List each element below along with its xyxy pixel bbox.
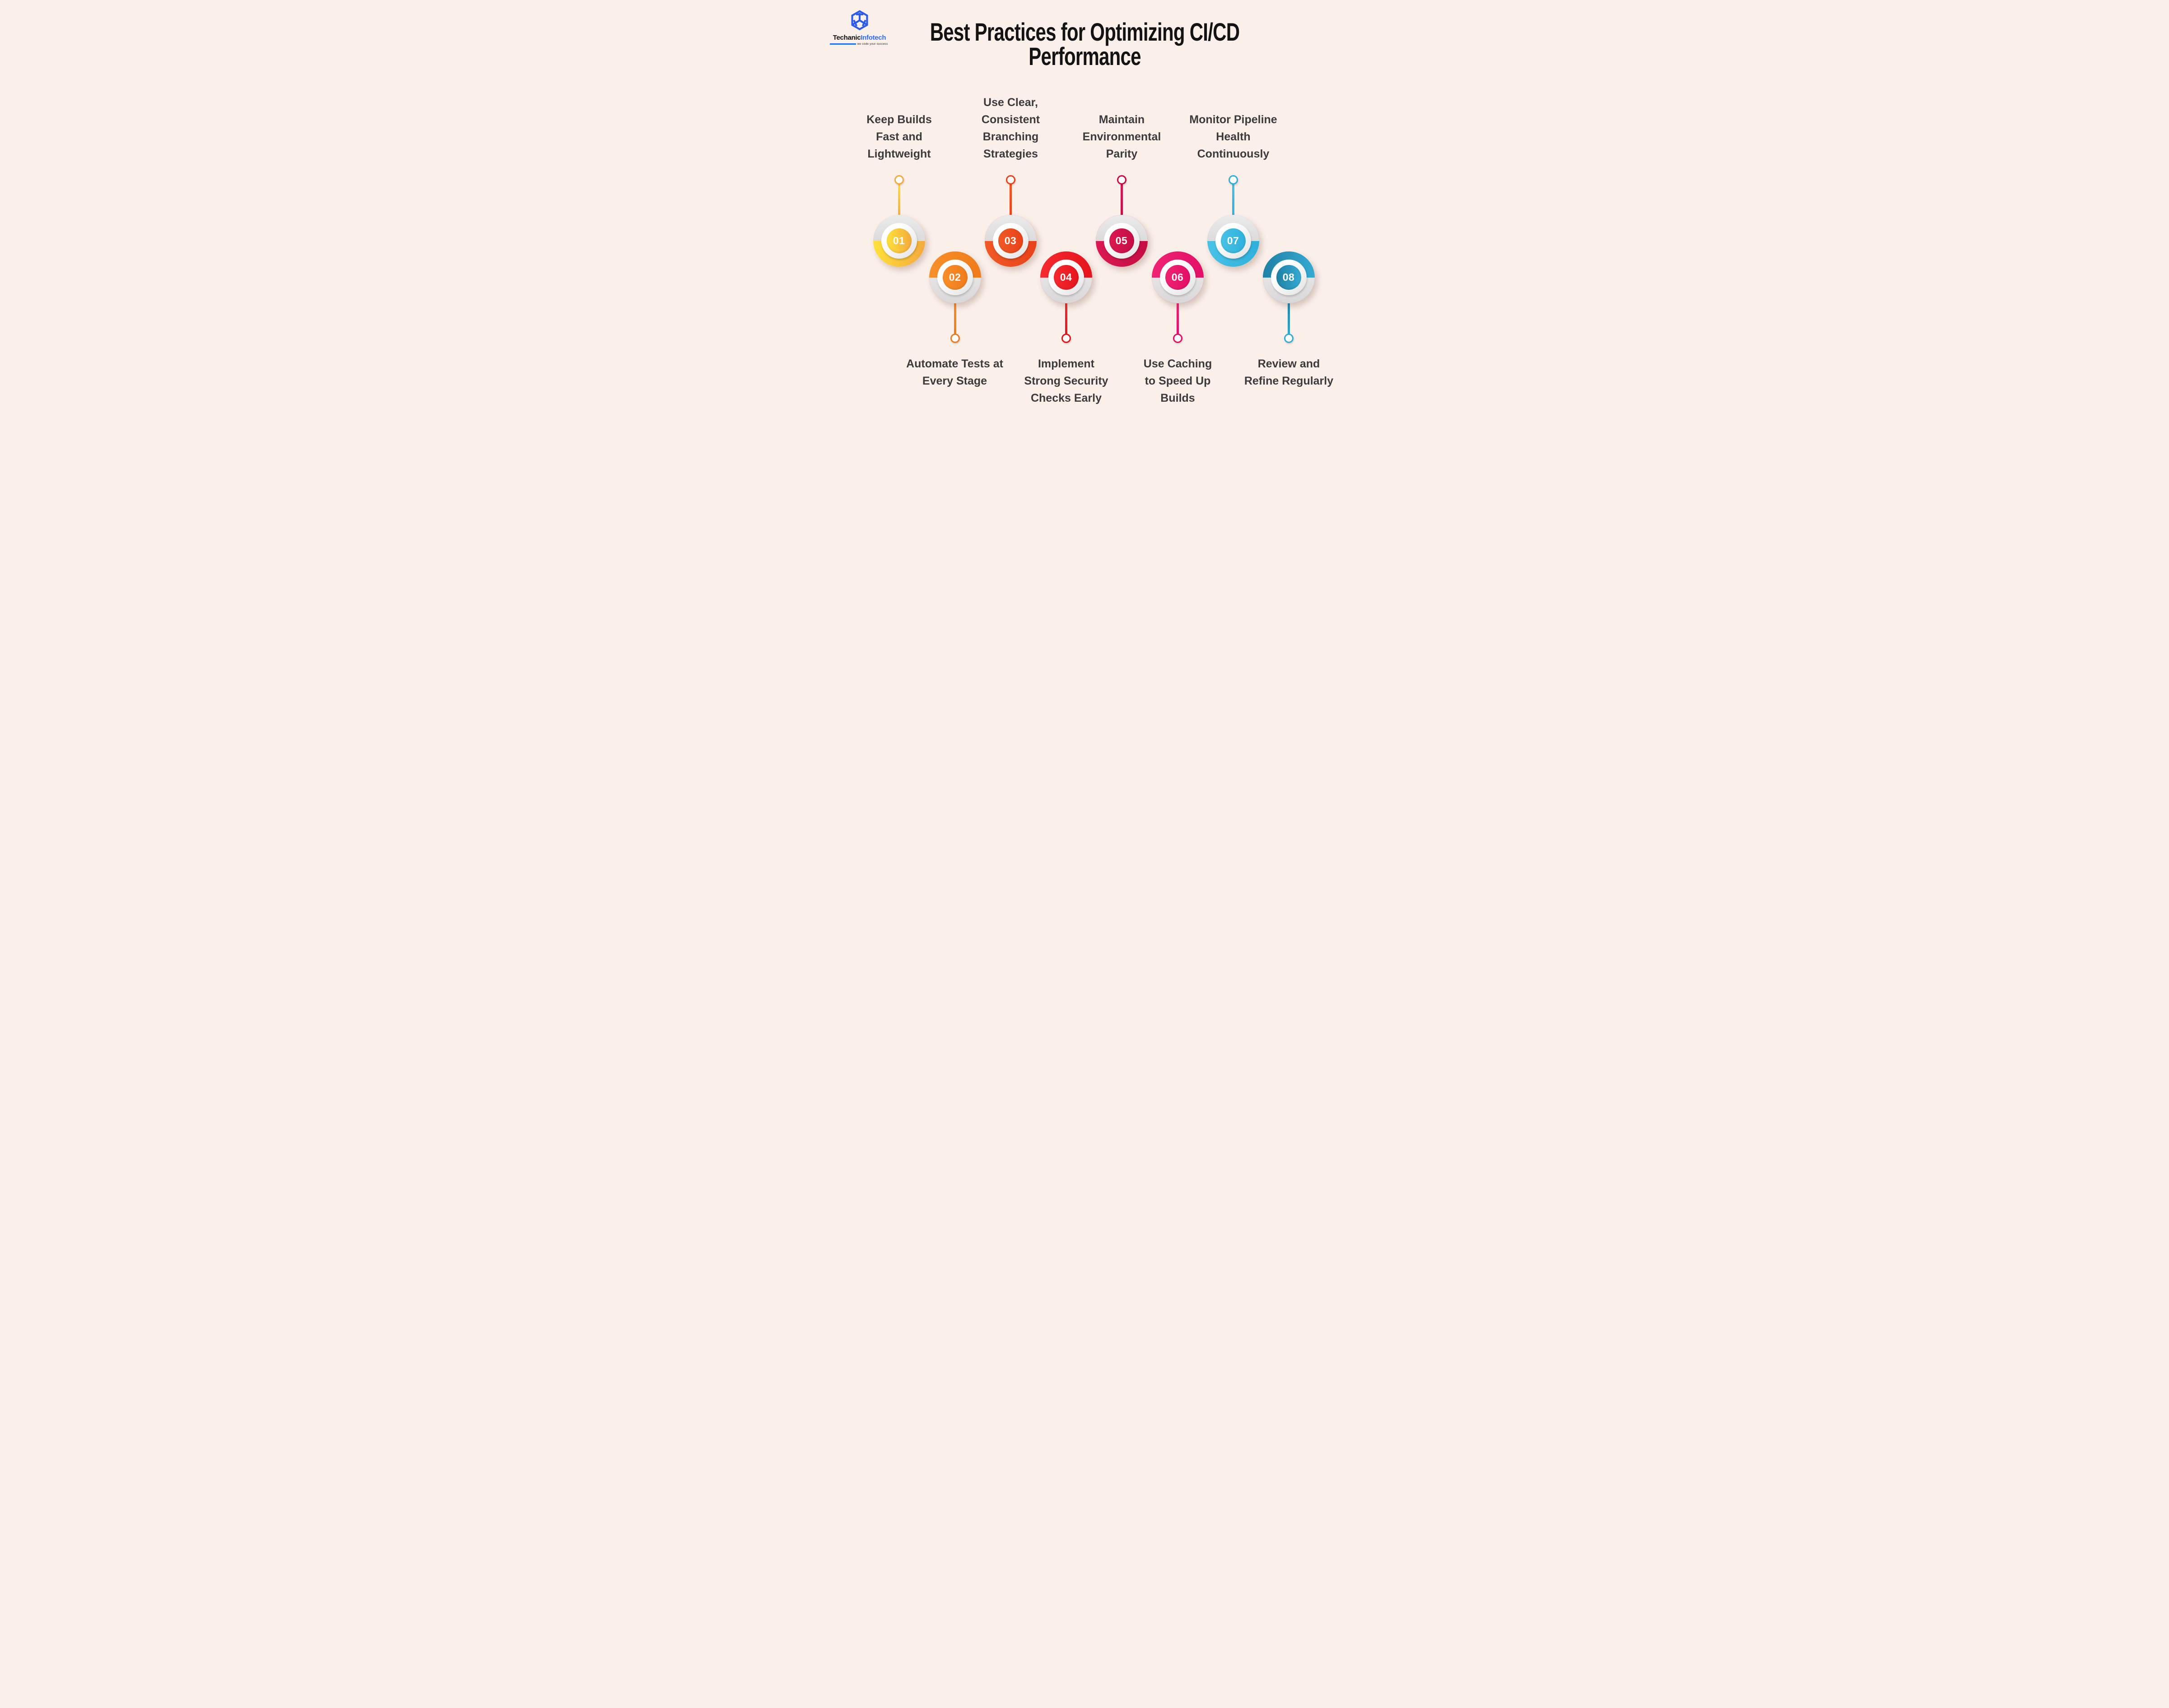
step-08-number: 08: [1282, 271, 1295, 283]
brand-subrow: we code your success: [829, 42, 889, 46]
step-01-number: 01: [893, 235, 905, 246]
step-04-connector-line: [1065, 297, 1067, 339]
step-03-number: 03: [1004, 235, 1017, 246]
step-02-connector-line: [954, 297, 956, 339]
step-label-05: Maintain Environmental Parity: [1082, 113, 1161, 160]
page-title: Best Practices for Optimizing CI/CD Perf…: [881, 18, 1288, 70]
step-05-badge: 05: [1109, 228, 1134, 253]
step-06-connector-ring: [1173, 334, 1182, 343]
step-01-badge: 01: [886, 228, 912, 253]
step-node-07: 07: [1207, 175, 1259, 267]
step-01-connector-line: [898, 180, 900, 221]
step-node-03: 03: [984, 175, 1037, 267]
step-07-number: 07: [1227, 235, 1239, 246]
step-label-04: Implement Strong Security Checks Early: [1024, 357, 1108, 404]
company-logo: TechanicInfotech we code your success: [829, 10, 889, 46]
step-label-03: Use Clear, Consistent Branching Strategi…: [981, 96, 1040, 160]
step-02-number: 02: [949, 271, 961, 283]
step-node-04: 04: [1040, 251, 1092, 343]
step-node-05: 05: [1095, 175, 1148, 267]
step-label-01: Keep Builds Fast and Lightweight: [866, 113, 932, 160]
step-08-connector-ring: [1284, 334, 1294, 343]
step-label-08: Review and Refine Regularly: [1244, 357, 1334, 387]
step-06-number: 06: [1171, 271, 1184, 283]
step-03-connector-ring: [1005, 175, 1015, 185]
step-07-connector-line: [1232, 180, 1234, 221]
step-02-badge: 02: [942, 265, 968, 290]
step-07-connector-ring: [1228, 175, 1238, 185]
step-03-badge: 03: [998, 228, 1023, 253]
step-08-connector-line: [1287, 297, 1290, 339]
step-06-connector-line: [1176, 297, 1179, 339]
step-05-number: 05: [1115, 235, 1128, 246]
cube-logo-icon: [851, 10, 868, 31]
step-label-06: Use Caching to Speed Up Builds: [1143, 357, 1212, 404]
step-node-06: 06: [1151, 251, 1204, 343]
step-02-connector-ring: [950, 334, 960, 343]
step-node-02: 02: [929, 251, 981, 343]
page-title-line2: Performance: [1028, 42, 1141, 70]
step-05-connector-line: [1120, 180, 1123, 221]
step-07-badge: 07: [1220, 228, 1246, 253]
step-03-connector-line: [1009, 180, 1012, 221]
infographic-page: TechanicInfotech we code your success Be…: [813, 0, 1356, 427]
step-label-07: Monitor Pipeline Health Continuously: [1189, 113, 1277, 160]
step-04-badge: 04: [1053, 265, 1079, 290]
brand-name: TechanicInfotech: [833, 34, 886, 42]
step-01-connector-ring: [894, 175, 904, 185]
brand-name-blue: Infotech: [861, 34, 886, 42]
step-node-08: 08: [1262, 251, 1315, 343]
step-06-badge: 06: [1165, 265, 1190, 290]
brand-name-black: Techanic: [833, 34, 861, 42]
step-04-number: 04: [1060, 271, 1072, 283]
step-node-01: 01: [873, 175, 925, 267]
step-08-badge: 08: [1276, 265, 1301, 290]
step-05-connector-ring: [1117, 175, 1126, 185]
brand-underline: [829, 43, 856, 45]
page-title-line1: Best Practices for Optimizing CI/CD: [930, 18, 1239, 46]
step-label-02: Automate Tests at Every Stage: [906, 357, 1003, 387]
step-04-connector-ring: [1061, 334, 1071, 343]
brand-tagline: we code your success: [857, 42, 888, 46]
